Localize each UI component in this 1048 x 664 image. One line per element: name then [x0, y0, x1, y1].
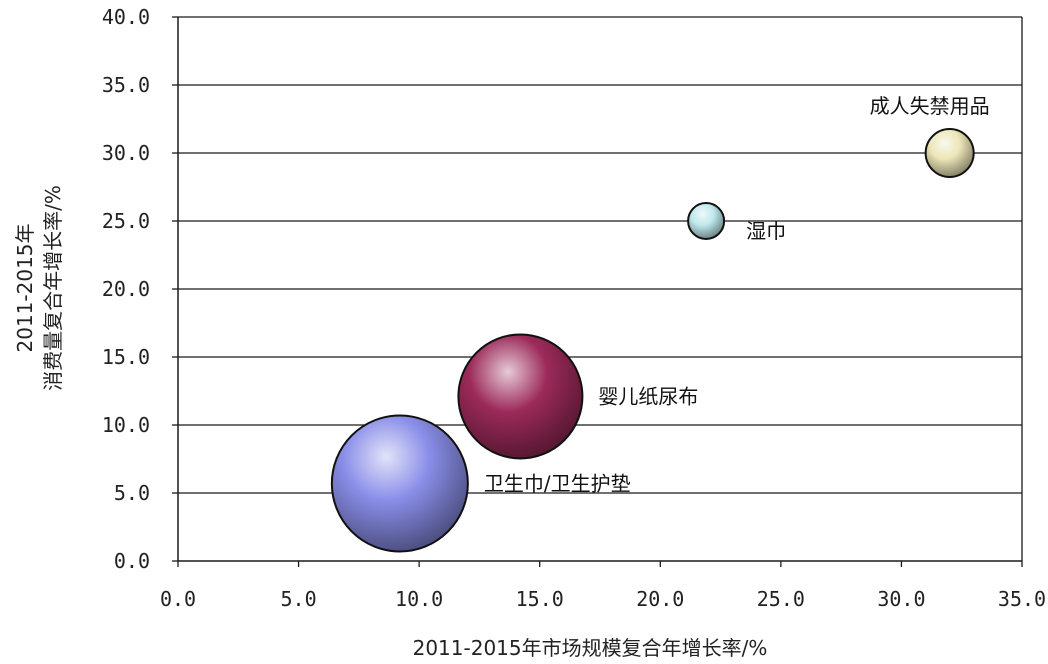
bubble-point: [924, 128, 975, 178]
gridlines: [178, 16, 1022, 494]
bubble-label: 婴儿纸尿布: [598, 384, 698, 408]
x-tick-label: 0.0: [160, 587, 196, 611]
x-tick-labels: 0.0 5.0 10.0 15.0 20.0 25.0 30.0 35.0: [160, 587, 1046, 611]
y-tick-label: 40.0: [102, 5, 150, 29]
y-tick-label: 20.0: [102, 277, 150, 301]
bubble-point: [687, 202, 726, 240]
y-axis-title-line-2: 消费量复合年增长率/%: [41, 185, 65, 391]
y-tick-label: 35.0: [102, 73, 150, 97]
x-tick-label: 10.0: [395, 587, 443, 611]
y-axis-title: 2011-2015年 消费量复合年增长率/%: [13, 185, 65, 391]
bubbles: [330, 128, 975, 553]
bubble-label: 成人失禁用品: [870, 94, 990, 118]
x-tick-label: 30.0: [877, 587, 925, 611]
bubble-label: 湿巾: [746, 219, 786, 243]
bubble-label: 卫生巾/卫生护垫: [484, 471, 631, 495]
y-tick-labels: 0.0 5.0 10.0 15.0 20.0 25.0 30.0 35.0 40.0: [102, 5, 150, 573]
y-tick-label: 0.0: [114, 549, 150, 573]
y-tick-label: 5.0: [114, 481, 150, 505]
y-tick-label: 30.0: [102, 141, 150, 165]
bubble-point: [330, 414, 469, 553]
axes: [172, 16, 1023, 567]
x-tick-label: 35.0: [998, 587, 1046, 611]
bubble-point: [457, 333, 584, 460]
y-tick-label: 10.0: [102, 413, 150, 437]
y-tick-label: 25.0: [102, 209, 150, 233]
point-labels: 卫生巾/卫生护垫 婴儿纸尿布 湿巾 成人失禁用品: [484, 94, 990, 495]
x-tick-label: 20.0: [636, 587, 684, 611]
y-axis-title-line-1: 2011-2015年: [13, 223, 37, 352]
x-tick-label: 15.0: [516, 587, 564, 611]
x-tick-label: 25.0: [757, 587, 805, 611]
y-tick-label: 15.0: [102, 345, 150, 369]
x-tick-label: 5.0: [281, 587, 317, 611]
x-axis-title: 2011-2015年市场规模复合年增长率/%: [413, 636, 768, 660]
